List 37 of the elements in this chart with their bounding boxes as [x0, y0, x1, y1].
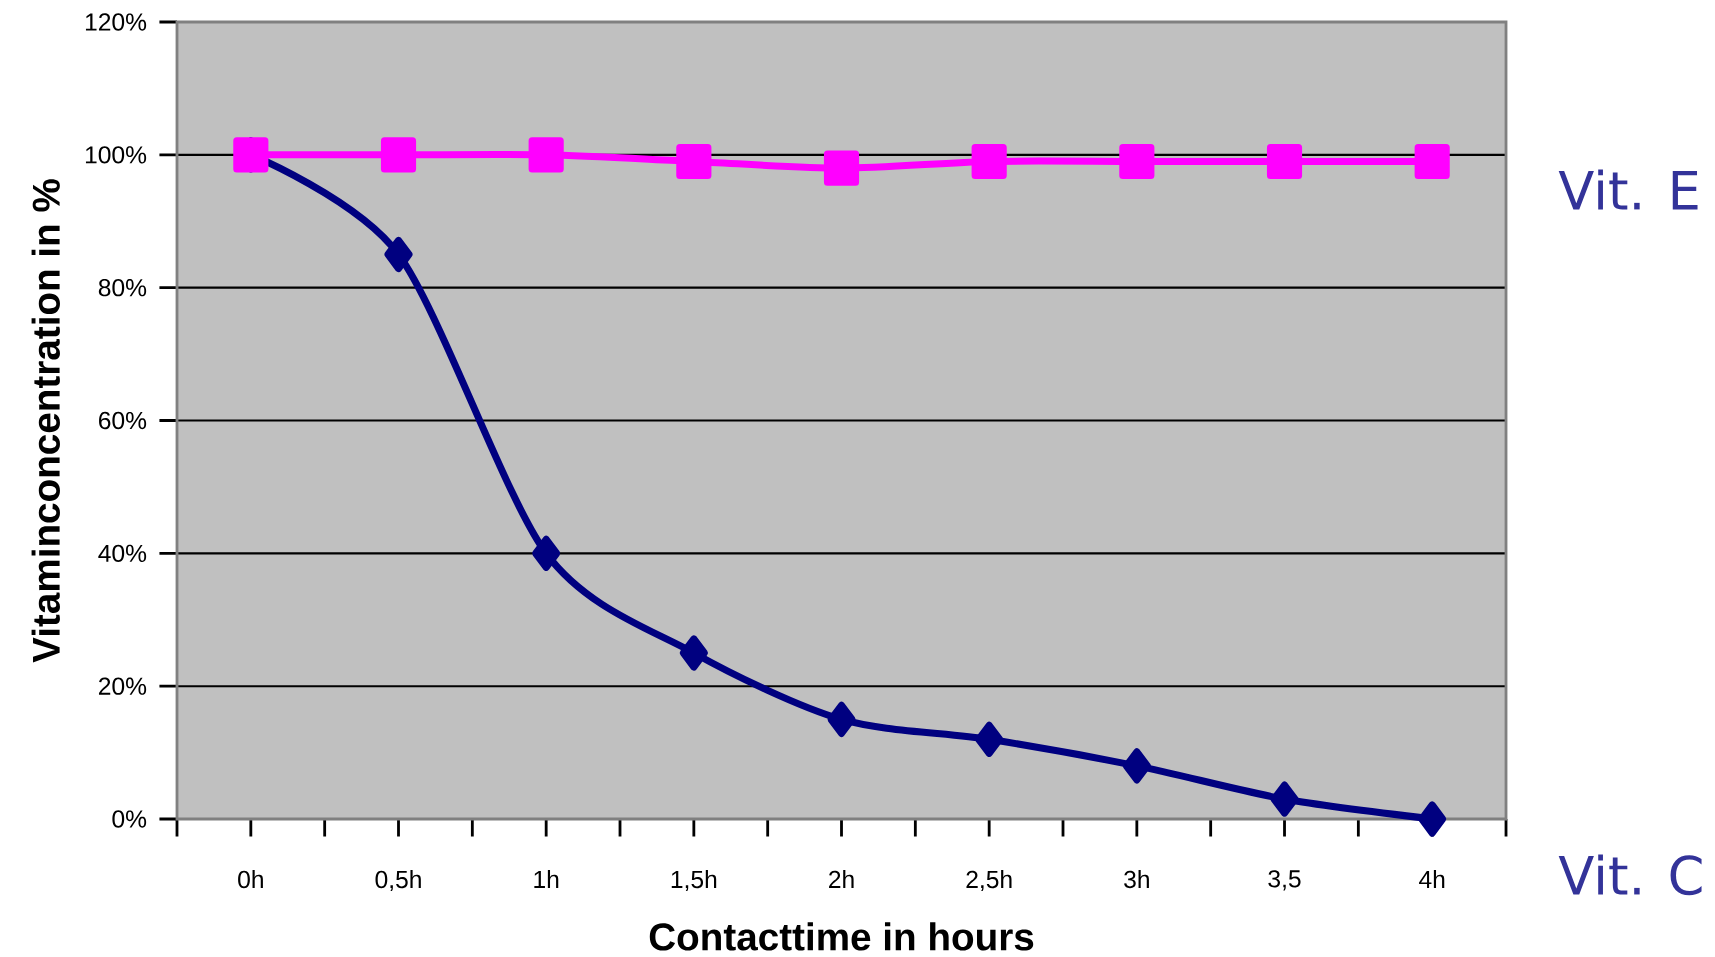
point — [1122, 748, 1151, 784]
point — [975, 721, 1004, 757]
point — [1266, 143, 1303, 180]
y-tick-label: 40% — [98, 544, 147, 563]
x-tick-label: 2h — [829, 870, 854, 888]
point — [1119, 143, 1155, 180]
x-tick-label: 0,5h — [375, 870, 421, 892]
x-tick-label: 4h — [1419, 870, 1445, 888]
y-axis-title: Vitaminconcentration in % — [31, 179, 60, 663]
y-tick-label: 120% — [85, 13, 147, 31]
point — [528, 137, 564, 173]
point — [1418, 801, 1447, 837]
point — [827, 701, 856, 737]
x-axis-title: Contacttime in hours — [649, 922, 1034, 951]
text: Vit. C — [1558, 854, 1702, 896]
x-tick-label: 1,5h — [671, 870, 717, 892]
x-tick-label: 2,5h — [966, 870, 1012, 892]
y-tick-label: 0% — [112, 810, 147, 828]
y-tick-label: 100% — [85, 146, 147, 164]
point — [233, 137, 269, 173]
point — [823, 150, 860, 186]
text: Vit. E — [1558, 169, 1698, 210]
x-tick-label: 1h — [534, 870, 559, 888]
point — [384, 236, 413, 273]
x-tick-label: 3,5 — [1268, 870, 1301, 891]
point — [676, 143, 712, 180]
point — [971, 143, 1007, 180]
point — [1270, 781, 1299, 817]
point — [532, 535, 561, 571]
y-tick-label: 20% — [98, 677, 147, 695]
y-tick-label: 60% — [99, 411, 147, 430]
y-tick-label: 80% — [98, 279, 147, 297]
x-tick-label: 0h — [238, 870, 263, 889]
point — [1414, 143, 1450, 180]
point — [679, 635, 708, 671]
point — [380, 137, 417, 173]
x-tick-label: 3h — [1124, 870, 1149, 889]
